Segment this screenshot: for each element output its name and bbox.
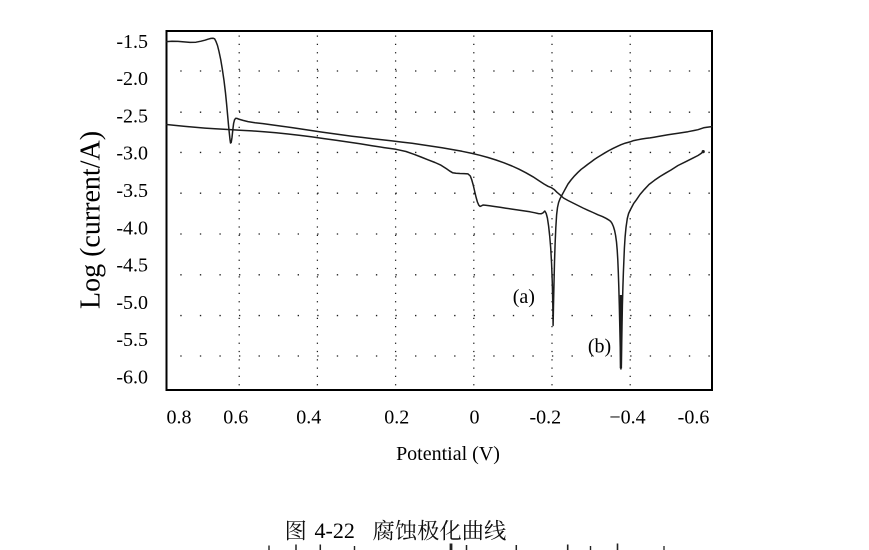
svg-text:-5.5: -5.5	[116, 329, 148, 351]
svg-text:0.2: 0.2	[384, 406, 409, 428]
svg-text:-4.0: -4.0	[116, 217, 148, 239]
svg-text:4-22: 4-22	[315, 518, 355, 543]
svg-text:-4.5: -4.5	[116, 255, 148, 277]
svg-text:0: 0	[470, 406, 480, 428]
svg-text:-1.5: -1.5	[116, 31, 148, 53]
svg-text:0.4: 0.4	[296, 406, 321, 428]
svg-text:Log (current/A): Log (current/A)	[75, 131, 106, 309]
svg-text:−0.4: −0.4	[609, 406, 645, 428]
svg-text:-0.2: -0.2	[529, 406, 561, 428]
svg-text:-6.0: -6.0	[116, 367, 148, 389]
svg-text:-0.6: -0.6	[678, 406, 710, 428]
svg-text:-3.5: -3.5	[116, 180, 148, 202]
svg-text:-2.5: -2.5	[116, 105, 148, 127]
svg-text:(a): (a)	[513, 286, 535, 308]
svg-text:0.8: 0.8	[167, 406, 192, 428]
svg-text:-3.0: -3.0	[116, 143, 148, 165]
svg-text:0.6: 0.6	[223, 406, 248, 428]
svg-text:Potential (V): Potential (V)	[396, 443, 500, 465]
svg-text:(b): (b)	[588, 336, 611, 358]
svg-text:-5.0: -5.0	[116, 292, 148, 314]
svg-text:-2.0: -2.0	[116, 68, 148, 90]
